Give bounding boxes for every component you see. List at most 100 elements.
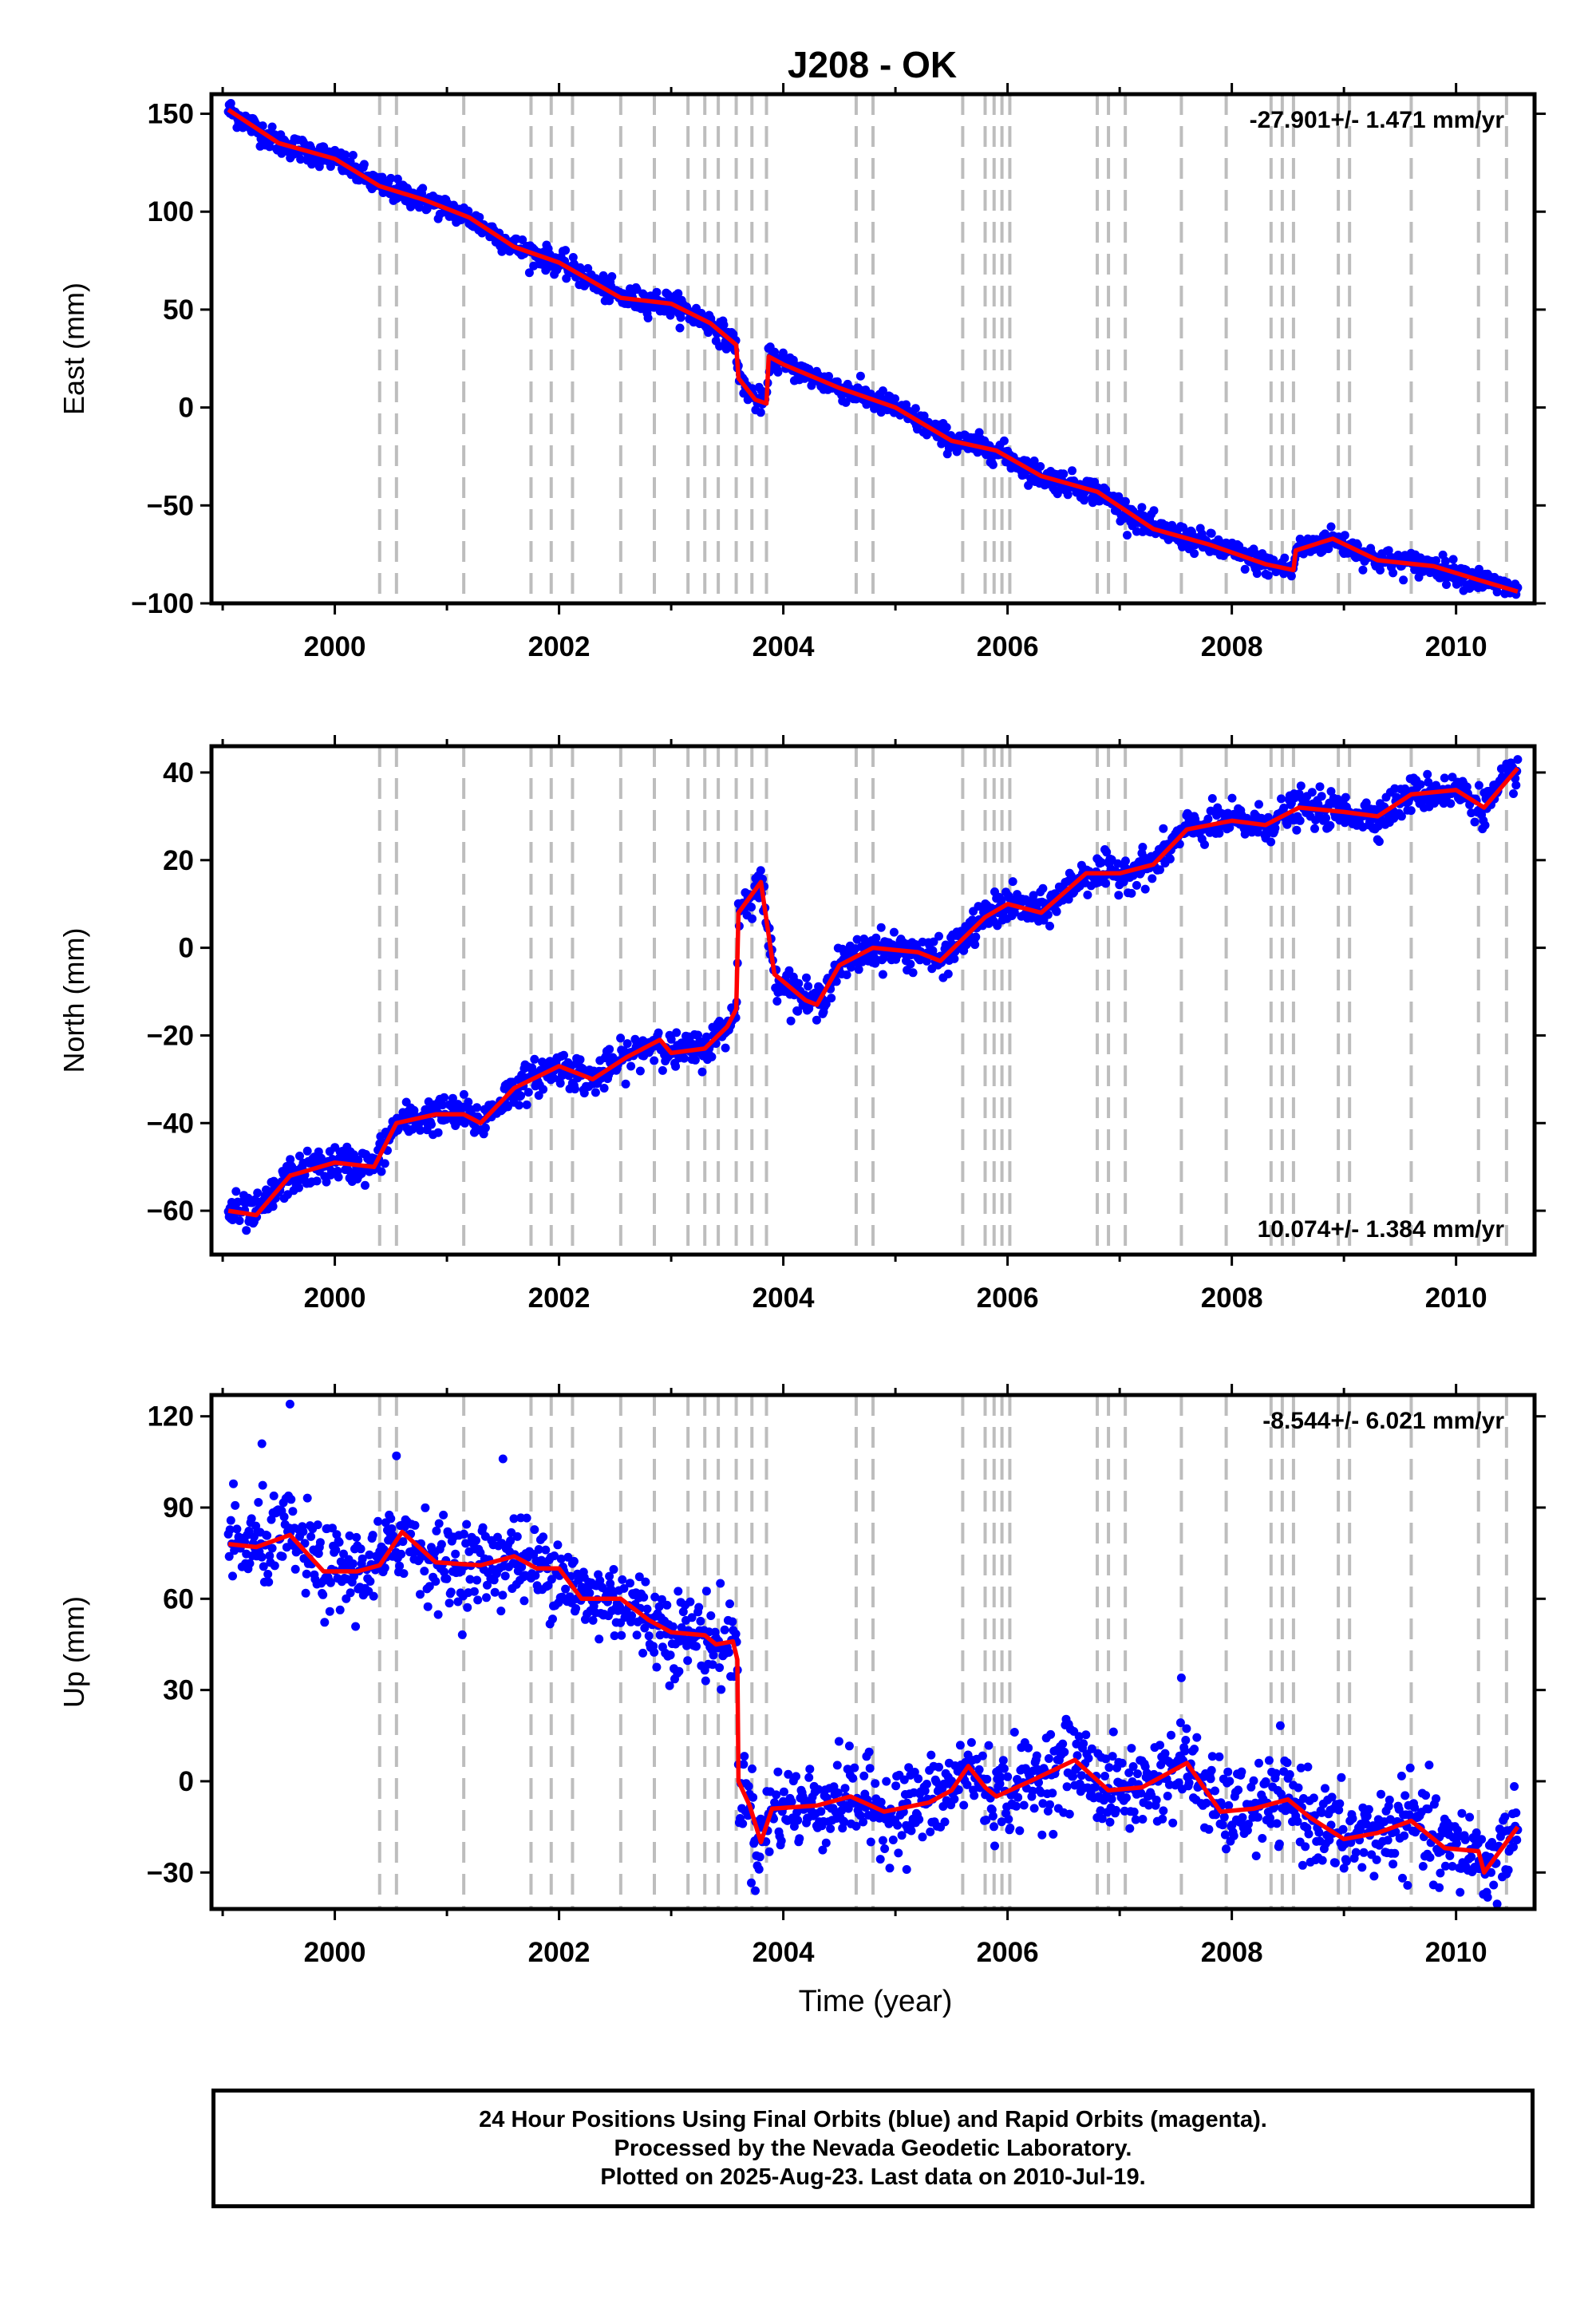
data-point xyxy=(473,1595,483,1605)
data-point xyxy=(1489,1880,1499,1890)
data-point xyxy=(1275,1721,1285,1730)
data-point xyxy=(1127,888,1136,898)
x-tick-label: 2004 xyxy=(753,631,815,662)
data-point xyxy=(826,1824,836,1833)
data-point xyxy=(1460,1835,1470,1844)
data-point xyxy=(1264,1756,1274,1765)
data-point xyxy=(1124,1768,1134,1777)
data-point xyxy=(676,313,685,322)
data-point xyxy=(335,1605,345,1614)
data-point xyxy=(955,1741,965,1750)
data-point xyxy=(1207,528,1216,538)
data-point xyxy=(1218,1820,1227,1830)
data-point xyxy=(1225,823,1235,832)
data-point xyxy=(575,1055,585,1065)
data-point xyxy=(1303,1762,1313,1772)
data-point xyxy=(1029,891,1038,900)
data-point xyxy=(285,1399,294,1409)
data-point xyxy=(482,1593,491,1603)
data-point xyxy=(821,1838,831,1848)
y-tick-label: 0 xyxy=(179,1766,194,1797)
data-point xyxy=(1028,1786,1037,1796)
data-point xyxy=(1309,1793,1318,1803)
data-point xyxy=(534,1545,543,1554)
y-tick-label: −100 xyxy=(131,588,194,619)
data-point xyxy=(1009,1728,1019,1737)
data-point xyxy=(1327,1792,1337,1802)
data-point xyxy=(1383,1836,1393,1845)
data-point xyxy=(290,1564,300,1574)
data-point xyxy=(627,1611,637,1620)
data-point xyxy=(962,1780,972,1789)
data-point xyxy=(1317,792,1326,801)
data-point xyxy=(1167,1730,1175,1740)
event-lines xyxy=(377,746,1508,1255)
data-point xyxy=(666,1034,676,1044)
data-point xyxy=(707,1052,717,1061)
data-point xyxy=(1321,1784,1329,1793)
data-point xyxy=(434,1519,444,1528)
data-point xyxy=(1229,1831,1238,1840)
data-point xyxy=(875,1855,885,1864)
data-point xyxy=(1127,1744,1136,1753)
data-point xyxy=(1326,522,1336,532)
data-point xyxy=(345,1531,354,1540)
data-point xyxy=(550,1551,559,1560)
data-point xyxy=(1129,1807,1139,1816)
data-point xyxy=(1136,1788,1146,1798)
data-point xyxy=(668,1622,678,1631)
data-point xyxy=(1008,877,1017,887)
data-point xyxy=(897,1831,907,1840)
data-point xyxy=(995,1779,1005,1788)
data-point xyxy=(519,1596,529,1606)
data-point xyxy=(792,1808,802,1817)
data-point xyxy=(1315,782,1325,792)
data-point xyxy=(559,1050,568,1060)
data-point xyxy=(865,1764,875,1773)
data-point xyxy=(1293,1816,1302,1826)
data-point xyxy=(226,99,235,108)
data-point xyxy=(1013,1792,1023,1802)
data-point xyxy=(453,1597,463,1607)
data-point xyxy=(751,1886,760,1895)
data-point xyxy=(1138,843,1148,852)
data-point xyxy=(1396,1771,1406,1780)
data-point xyxy=(984,1741,994,1750)
data-point xyxy=(721,1043,730,1053)
data-point xyxy=(1292,825,1302,835)
y-tick-label: −40 xyxy=(147,1108,194,1139)
data-point xyxy=(920,1786,930,1796)
x-tick-label: 2002 xyxy=(528,631,591,662)
data-point xyxy=(346,1588,355,1598)
data-point xyxy=(919,411,929,421)
data-point xyxy=(787,1797,796,1807)
data-point xyxy=(1219,1812,1229,1822)
data-point xyxy=(674,289,683,298)
data-point xyxy=(993,921,1002,931)
data-point xyxy=(784,966,794,975)
data-point xyxy=(1456,1887,1465,1897)
data-point xyxy=(1046,1729,1056,1739)
data-point xyxy=(1480,820,1490,830)
data-point xyxy=(444,1599,454,1608)
data-point xyxy=(824,372,833,381)
x-tick-label: 2004 xyxy=(753,1282,815,1314)
data-point xyxy=(1037,1830,1047,1840)
data-point xyxy=(851,1821,861,1831)
data-point xyxy=(1117,1758,1127,1768)
data-point xyxy=(1062,1782,1072,1792)
data-point xyxy=(1492,1899,1502,1909)
data-point xyxy=(247,1514,256,1524)
data-point xyxy=(1059,469,1069,479)
data-point xyxy=(1122,1793,1131,1803)
data-point xyxy=(756,408,765,417)
data-point xyxy=(358,1554,367,1563)
data-point xyxy=(657,1595,666,1604)
data-point xyxy=(679,1053,689,1063)
data-point xyxy=(1052,907,1061,916)
data-point xyxy=(1487,1867,1495,1877)
data-point xyxy=(778,348,788,358)
data-point xyxy=(1341,792,1350,802)
data-point xyxy=(844,1741,854,1751)
data-point xyxy=(524,268,534,278)
